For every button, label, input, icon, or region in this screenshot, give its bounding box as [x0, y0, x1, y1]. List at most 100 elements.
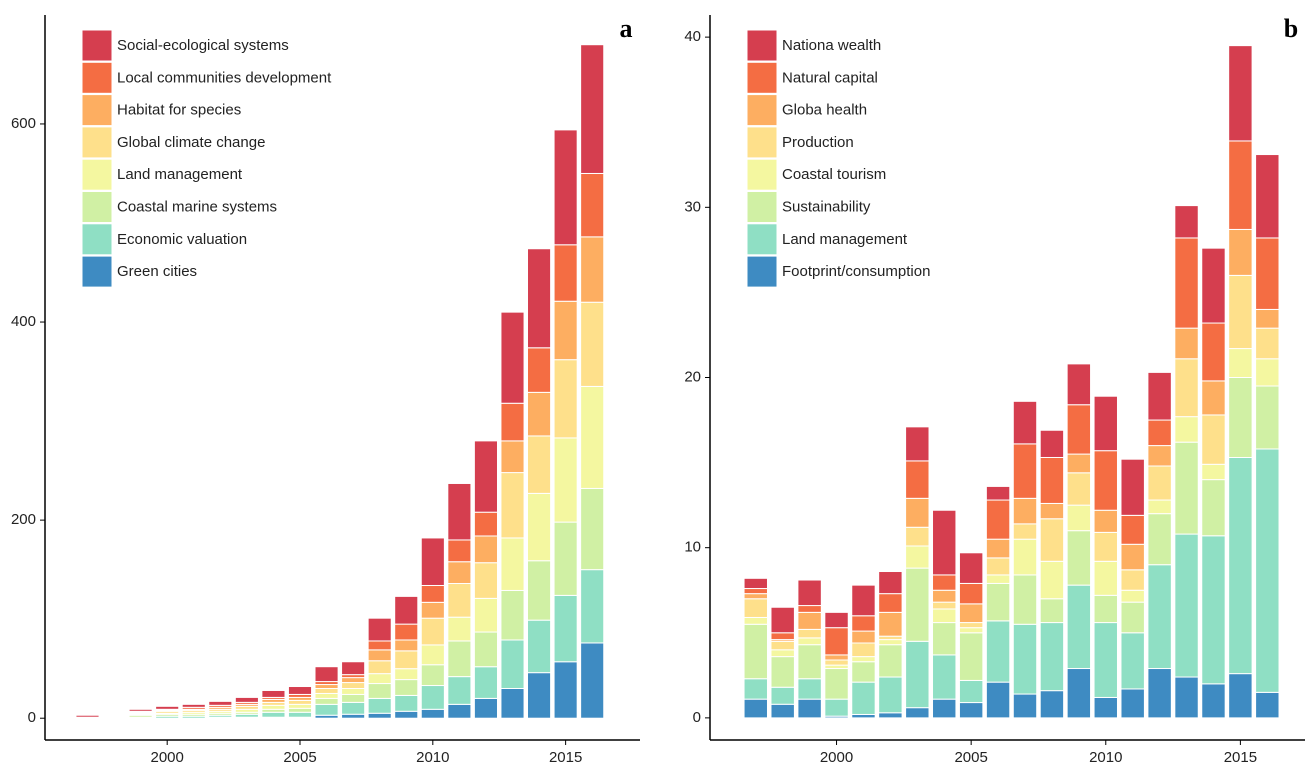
bar-segment — [580, 301, 605, 387]
bar-segment — [905, 567, 930, 642]
bar-segment — [447, 482, 472, 541]
bar-segment — [553, 300, 578, 361]
bar-segment — [1120, 569, 1145, 591]
x-tick-label: 2010 — [416, 749, 449, 766]
bar-segment — [1147, 668, 1172, 719]
bar-segment — [1255, 385, 1280, 450]
legend-swatch — [746, 94, 778, 127]
bar-segment — [394, 623, 419, 641]
bar-segment — [447, 539, 472, 563]
bar-segment — [932, 698, 957, 719]
bar-segment — [394, 595, 419, 625]
bar-segment — [580, 236, 605, 303]
legend-label: Nationa wealth — [782, 37, 881, 54]
bar-segment — [367, 617, 392, 642]
bar-segment — [1201, 414, 1226, 465]
bar-segment — [394, 650, 419, 670]
x-tick-label: 2000 — [151, 749, 184, 766]
bar-segment — [1201, 683, 1226, 719]
bar-segment — [287, 703, 313, 709]
bar-segment — [1066, 504, 1092, 532]
legend-swatch — [81, 191, 113, 223]
bar-segment — [473, 597, 498, 633]
bar-segment — [261, 711, 286, 718]
bar-segment — [797, 644, 822, 680]
bar-segment — [341, 677, 366, 684]
legend-swatch — [81, 126, 113, 159]
bar-segment — [1201, 322, 1226, 382]
bar-segment — [527, 672, 552, 719]
legend-label: Coastal tourism — [782, 166, 886, 183]
bar-segment — [1012, 400, 1038, 445]
bar-segment — [797, 698, 822, 719]
bar-segment — [234, 696, 259, 703]
bar-segment — [1228, 348, 1253, 379]
bar-segment — [1012, 538, 1038, 576]
bar-segment — [1255, 237, 1280, 310]
legend-swatch — [81, 29, 113, 62]
bar-segment — [932, 622, 957, 656]
bar-segment — [420, 617, 445, 646]
legend-swatch — [81, 61, 113, 94]
bar-segment — [261, 689, 286, 698]
bar-segment — [527, 560, 552, 621]
legend-swatch — [746, 191, 778, 223]
bar-segment — [1120, 589, 1145, 603]
bar-segment — [878, 712, 903, 719]
legend-swatch — [746, 126, 778, 159]
bar-segment — [1093, 450, 1118, 511]
bar-segment — [553, 594, 578, 663]
bar-segment — [208, 700, 233, 706]
bar-segment — [341, 713, 366, 719]
bar-segment — [797, 637, 822, 646]
bar-segment — [743, 698, 768, 719]
bar-segment — [1012, 497, 1038, 525]
bar-segment — [1093, 594, 1118, 624]
bar-segment — [824, 654, 849, 661]
x-tick-label: 2015 — [549, 749, 582, 766]
bar-segment — [985, 681, 1011, 719]
y-tick-label: 0 — [28, 709, 36, 726]
legend-swatch — [81, 94, 113, 127]
bar-segment — [770, 656, 795, 688]
bar-segment — [1174, 358, 1199, 418]
bar-segment — [958, 603, 984, 624]
bar-segment — [878, 593, 903, 613]
bar-segment — [1039, 598, 1065, 624]
legend-label: Sustainability — [782, 198, 871, 215]
y-tick-label: 200 — [11, 511, 36, 528]
legend-label: Coastal marine systems — [117, 198, 277, 215]
bar-segment — [527, 347, 552, 393]
bar-segment — [743, 678, 768, 700]
bar-segment — [341, 661, 366, 676]
bar-segment — [1039, 560, 1065, 600]
bar-segment — [287, 699, 313, 705]
legend-label: Global climate change — [117, 134, 265, 151]
bar-segment — [500, 311, 525, 404]
bar-segment — [181, 703, 206, 708]
bar-segment — [1093, 560, 1118, 596]
legend-swatch — [746, 29, 778, 62]
bar-segment — [851, 615, 876, 632]
bar-segment — [797, 605, 822, 613]
y-tick-label: 10 — [684, 539, 701, 556]
bar-segment — [905, 497, 930, 528]
bar-segment — [1093, 395, 1118, 452]
bar-segment — [985, 557, 1011, 576]
bar-segment — [932, 589, 957, 603]
bar-segment — [420, 685, 445, 710]
bar-segment — [958, 702, 984, 719]
panel-label: a — [620, 14, 633, 43]
bar-segment — [878, 611, 903, 637]
bar-segment — [932, 608, 957, 624]
legend-swatch — [746, 158, 778, 191]
bar-segment — [1201, 247, 1226, 324]
bar-segment — [420, 708, 445, 719]
bar-segment — [128, 708, 153, 712]
bar-segment — [743, 593, 768, 600]
bar-segment — [1093, 696, 1118, 719]
bar-segment — [527, 391, 552, 437]
legend-label: Green cities — [117, 263, 197, 280]
bar-segment — [824, 668, 849, 700]
